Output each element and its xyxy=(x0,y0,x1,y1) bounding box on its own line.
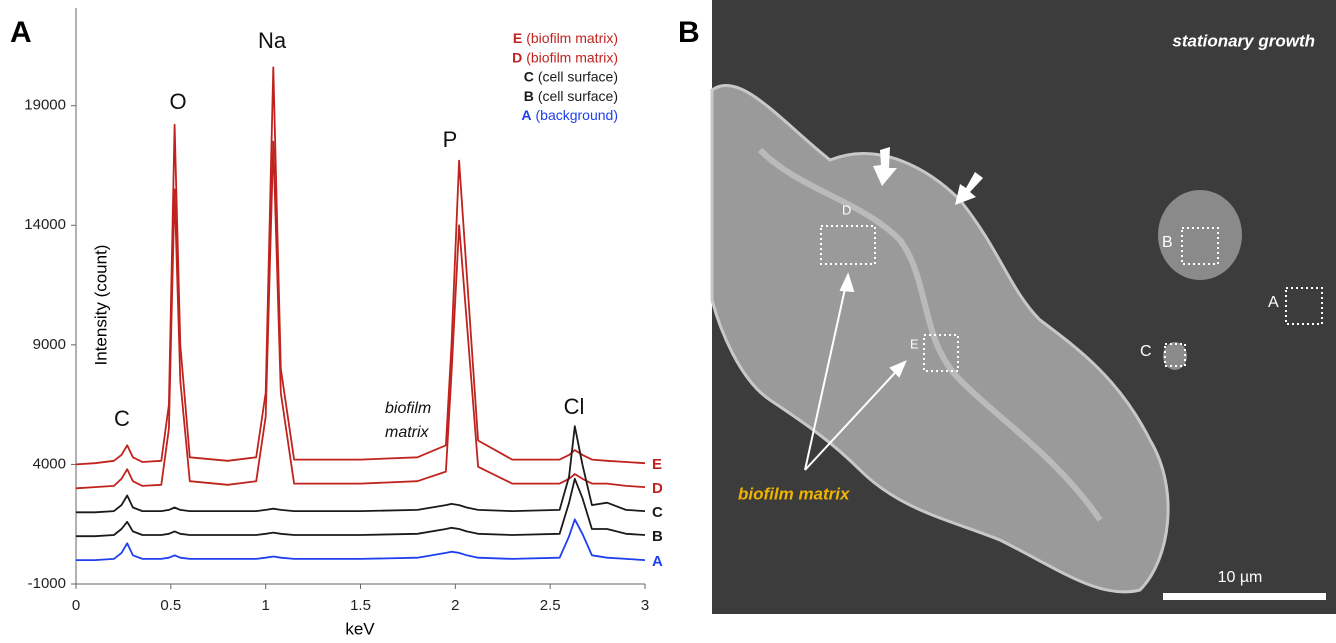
region-label: biofilm matrix xyxy=(738,484,851,503)
y-tick-label: 14000 xyxy=(24,216,66,233)
legend-text: (biofilm matrix) xyxy=(526,30,618,46)
peak-label: O xyxy=(169,89,186,114)
x-tick-label: 0.5 xyxy=(160,597,181,614)
legend-text: (cell surface) xyxy=(538,68,618,84)
peak-label: C xyxy=(114,406,130,431)
box-label: E xyxy=(910,336,919,351)
legend-entry: C(cell surface) xyxy=(524,68,618,84)
region-label: matrix xyxy=(385,424,430,441)
x-tick-label: 2 xyxy=(451,597,459,614)
series-end-label: A xyxy=(652,553,663,570)
peak-label: Cl xyxy=(564,394,585,419)
legend-text: (cell surface) xyxy=(538,88,618,104)
y-tick-label: 4000 xyxy=(33,455,66,472)
legend-key: C xyxy=(524,68,534,84)
legend-entry: D(biofilm matrix) xyxy=(512,49,618,65)
peak-label: Na xyxy=(258,28,287,53)
peak-label: P xyxy=(443,127,458,152)
x-tick-label: 0 xyxy=(72,597,80,614)
scale-bar-label: 10 µm xyxy=(1218,569,1263,586)
y-tick-label: -1000 xyxy=(28,575,66,592)
spectrum-line xyxy=(76,142,645,489)
condition-label: stationary growth xyxy=(1172,31,1315,50)
scale-bar xyxy=(1163,593,1326,600)
y-axis-label: Intensity (count) xyxy=(91,245,110,366)
legend-entry: A (background) xyxy=(521,107,618,123)
box-label: B xyxy=(1162,234,1173,251)
series-end-label: C xyxy=(652,504,663,521)
legend-key: A xyxy=(521,107,531,123)
box-label: C xyxy=(1140,343,1152,360)
spectrum-line xyxy=(76,519,645,560)
x-tick-label: 2.5 xyxy=(540,597,561,614)
series-end-label: D xyxy=(652,480,663,497)
series-end-label: B xyxy=(652,528,663,545)
legend-key: D xyxy=(512,49,522,65)
x-tick-label: 1.5 xyxy=(350,597,371,614)
x-axis-label: keV xyxy=(345,619,375,638)
legend-key: E xyxy=(513,30,522,46)
legend-text: (biofilm matrix) xyxy=(526,49,618,65)
y-tick-label: 9000 xyxy=(33,336,66,353)
spectrum-line xyxy=(76,67,645,464)
panel-label: B xyxy=(678,16,700,49)
series-end-label: E xyxy=(652,456,662,473)
panel-label: A xyxy=(10,16,32,49)
legend-key: B xyxy=(524,88,534,104)
x-tick-label: 1 xyxy=(261,597,269,614)
legend-entry: B(cell surface) xyxy=(524,88,618,104)
legend-entry: E(biofilm matrix) xyxy=(513,30,618,46)
figure: A keV Intensity (count) B stationary gro… xyxy=(0,0,1336,643)
box-label: D xyxy=(842,202,851,217)
sem-image: B stationary growth biofilm matrix 10 µm… xyxy=(678,0,1336,614)
legend-text: (background) xyxy=(536,107,619,123)
region-label: biofilm xyxy=(385,400,431,417)
x-tick-label: 3 xyxy=(641,597,649,614)
spectrum-line xyxy=(76,426,645,512)
box-label: A xyxy=(1268,294,1279,311)
y-tick-label: 19000 xyxy=(24,97,66,114)
